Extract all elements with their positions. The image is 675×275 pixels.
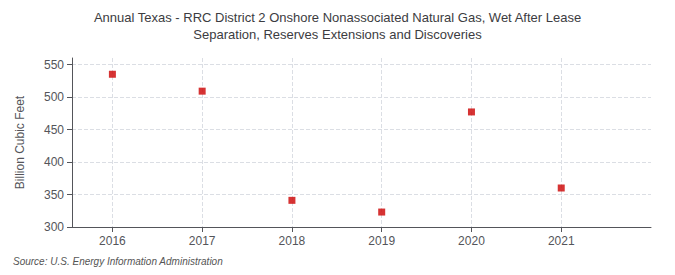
svg-text:2016: 2016	[99, 234, 126, 248]
svg-text:Billion Cubic Feet: Billion Cubic Feet	[13, 95, 27, 189]
svg-text:500: 500	[44, 90, 64, 104]
svg-text:2018: 2018	[279, 234, 306, 248]
svg-text:Source: U.S. Energy Informatio: Source: U.S. Energy Information Administ…	[13, 256, 223, 267]
svg-text:Separation, Reserves Extension: Separation, Reserves Extensions and Disc…	[193, 27, 482, 42]
svg-text:2017: 2017	[189, 234, 216, 248]
svg-text:2021: 2021	[548, 234, 575, 248]
svg-text:300: 300	[44, 220, 64, 234]
svg-text:2019: 2019	[368, 234, 395, 248]
svg-text:450: 450	[44, 123, 64, 137]
svg-text:Annual Texas - RRC District 2: Annual Texas - RRC District 2 Onshore No…	[94, 10, 581, 25]
svg-text:400: 400	[44, 155, 64, 169]
svg-text:550: 550	[44, 58, 64, 72]
svg-text:2020: 2020	[458, 234, 485, 248]
svg-text:350: 350	[44, 188, 64, 202]
